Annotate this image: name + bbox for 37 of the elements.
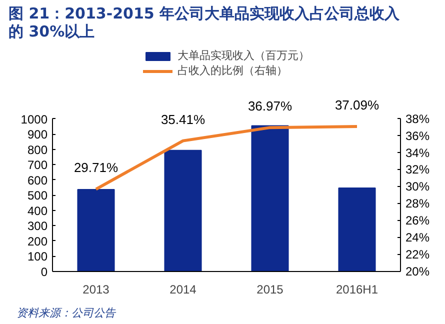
legend-label: 占收入的比例（右轴） — [178, 63, 288, 78]
data-label: 35.41% — [160, 112, 206, 127]
bar — [251, 125, 289, 272]
y2-tick-label: 32% — [406, 162, 430, 177]
x-tick-label: 2014 — [170, 282, 197, 296]
y-tick-label: 700 — [27, 158, 48, 172]
y2-tick-label: 28% — [406, 196, 430, 211]
y-tick-label: 800 — [27, 142, 48, 157]
bar — [164, 150, 202, 272]
legend-label: 大单品实现收入（百万元） — [178, 48, 310, 63]
y2-tick-label: 36% — [406, 128, 430, 143]
text: 资料来源：公司公告 — [16, 306, 116, 320]
bar — [77, 189, 115, 272]
y-tick-label: 900 — [27, 128, 48, 142]
y-tick-label: 400 — [27, 204, 48, 218]
y2-tick-label: 26% — [406, 214, 430, 228]
chart-title: 图 21：2013-2015 年公司大单品实现收入占公司总收入的 30%以上 — [8, 4, 401, 40]
x-tick-label: 2013 — [82, 282, 110, 296]
y2-tick-label: 38% — [406, 112, 430, 126]
y-tick-label: 0 — [40, 265, 48, 279]
y-tick-label: 1000 — [20, 112, 48, 126]
data-label: 29.71% — [74, 160, 118, 176]
y2-tick-label: 20% — [406, 264, 430, 278]
y2-tick-label: 24% — [406, 230, 430, 245]
y-tick-label: 600 — [27, 173, 48, 188]
y2-tick-label: 22% — [406, 248, 430, 262]
y2-tick-label: 34% — [406, 146, 430, 160]
data-label: 37.09% — [334, 98, 380, 113]
y-tick-label: 300 — [27, 219, 48, 234]
y-tick-label: 100 — [27, 250, 48, 264]
bar — [338, 187, 376, 272]
y2-tick-label: 30% — [406, 180, 430, 194]
data-label: 36.97% — [248, 98, 292, 114]
x-tick-label: 2015 — [256, 282, 284, 296]
y-tick-label: 500 — [27, 188, 48, 203]
x-tick-label: 2016H1 — [336, 282, 378, 296]
y-tick-label: 200 — [27, 234, 48, 248]
